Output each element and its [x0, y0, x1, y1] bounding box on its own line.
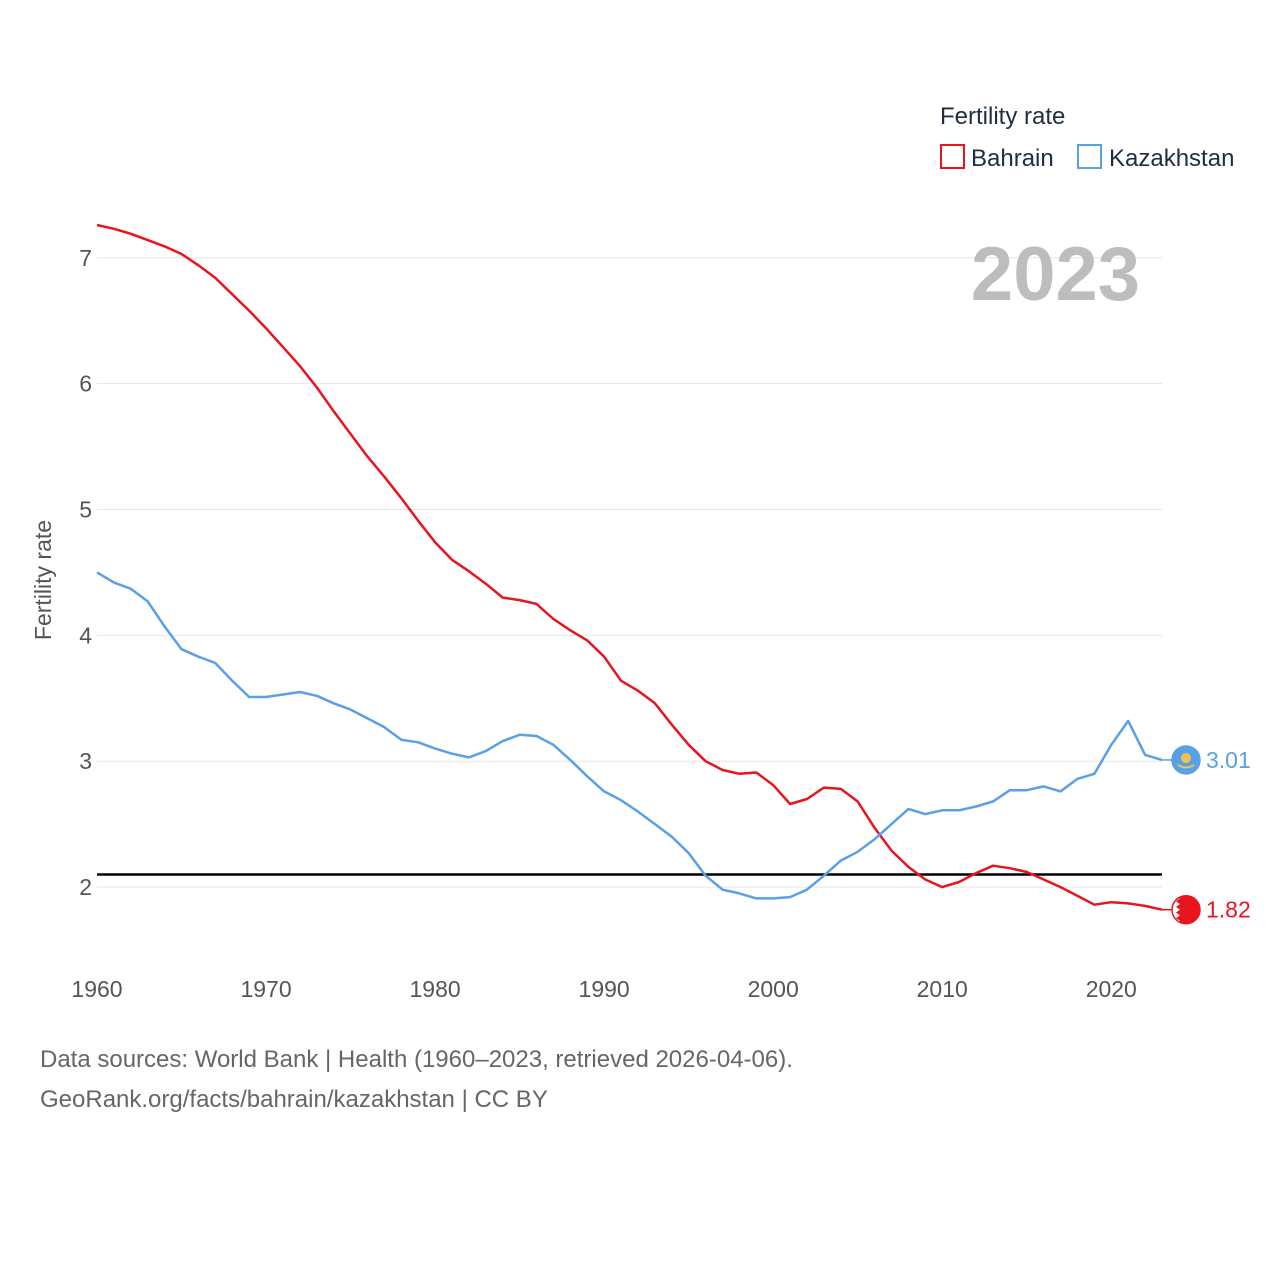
- fertility-rate-chart: 2 3 4 5 6 7 1960 1970 1980 1990 2000 2010 2020 Fert…: [30, 103, 1251, 1002]
- end-value-label-bahrain: 1.82: [1206, 897, 1251, 923]
- legend-label-kazakhstan: Kazakhstan: [1109, 145, 1234, 172]
- y-tick-label-7: 7: [79, 245, 92, 271]
- flag-marker-bahrain: [1171, 894, 1201, 925]
- x-axis-ticks: 1960 1970 1980 1990 2000 2010 2020: [71, 976, 1136, 1002]
- y-tick-label-3: 3: [79, 748, 92, 774]
- series-lines: [96, 223, 1163, 911]
- legend-swatch-bahrain: [940, 144, 965, 169]
- flag-marker-kazakhstan: [1171, 745, 1201, 775]
- x-tick-label-1970: 1970: [240, 976, 291, 1002]
- source-note: Data sources: World Bank | Health (1960–…: [40, 1040, 793, 1120]
- y-tick-label-2: 2: [79, 874, 92, 900]
- legend-item-kazakhstan[interactable]: Kazakhstan: [1077, 144, 1234, 172]
- end-value-label-kazakhstan: 3.01: [1206, 747, 1251, 773]
- end-markers: 1.82 3.01: [1162, 745, 1251, 925]
- series-line-bahrain: [96, 223, 1163, 911]
- y-tick-label-6: 6: [79, 371, 92, 397]
- x-tick-label-1960: 1960: [71, 976, 122, 1002]
- y-axis-ticks: 2 3 4 5 6 7: [79, 245, 92, 900]
- legend-title: Fertility rate: [940, 103, 1065, 130]
- source-line-data: Data sources: World Bank | Health (1960–…: [40, 1046, 793, 1073]
- x-tick-label-1990: 1990: [579, 976, 630, 1002]
- y-tick-label-5: 5: [79, 496, 92, 522]
- legend-label-bahrain: Bahrain: [971, 145, 1054, 172]
- legend: Fertility rate Bahrain Kazakhstan: [940, 103, 1234, 172]
- x-tick-label-2020: 2020: [1086, 976, 1137, 1002]
- y-tick-label-4: 4: [79, 622, 92, 648]
- grid-lines: [97, 257, 1162, 888]
- source-line-license[interactable]: GeoRank.org/facts/bahrain/kazakhstan | C…: [40, 1086, 548, 1113]
- x-tick-label-1980: 1980: [410, 976, 461, 1002]
- y-axis-title: Fertility rate: [30, 520, 56, 640]
- legend-item-bahrain[interactable]: Bahrain: [940, 144, 1054, 172]
- year-label: 2023: [971, 232, 1140, 317]
- series-line-kazakhstan: [96, 571, 1163, 900]
- x-tick-label-2000: 2000: [748, 976, 799, 1002]
- x-tick-label-2010: 2010: [917, 976, 968, 1002]
- legend-swatch-kazakhstan: [1077, 144, 1102, 169]
